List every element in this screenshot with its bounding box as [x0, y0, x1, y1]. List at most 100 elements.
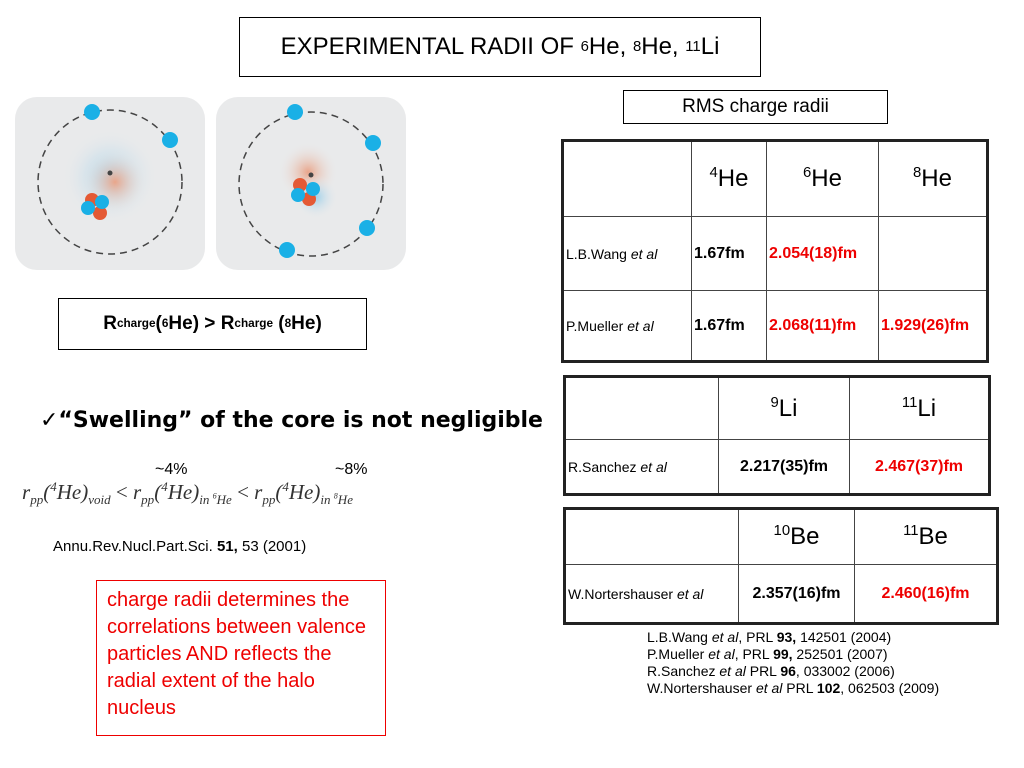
t: PRL — [782, 680, 817, 696]
slide-title: EXPERIMENTAL RADII OF 6 He, 8 He, 11 Li — [239, 17, 761, 77]
m: 11 — [901, 394, 918, 411]
s: He — [717, 165, 749, 192]
nucleus-6he-icon — [37, 104, 183, 255]
t: et al — [640, 458, 667, 475]
he8-illustration — [216, 97, 406, 270]
value: 1.67fm — [691, 216, 767, 291]
s: Be — [790, 523, 820, 550]
header-4he: 4He — [691, 140, 767, 217]
nucleus-8he-icon — [238, 104, 384, 258]
t: et al — [630, 245, 658, 262]
t: He — [167, 480, 193, 504]
reference: P.Mueller et al, PRL 99, 252501 (2007) — [647, 646, 939, 663]
header-11li: 11Li — [849, 376, 990, 440]
reference: R.Sanchez et al PRL 96, 033002 (2006) — [647, 663, 939, 680]
t: L.B.Wang — [647, 629, 712, 645]
t: , PRL — [734, 646, 774, 662]
author: L.B.Wang et al — [562, 216, 692, 291]
t: PRL — [745, 663, 781, 679]
t: Annu.Rev.Nucl.Part.Sci. — [53, 538, 217, 555]
sym: He — [168, 313, 193, 334]
s: Li — [778, 394, 798, 422]
t: 51, — [216, 538, 238, 555]
t: et al — [708, 646, 735, 662]
he6-illustration — [15, 97, 205, 270]
t: He — [288, 480, 314, 504]
m: 11 — [903, 523, 919, 539]
sym: He — [641, 33, 672, 60]
li-radii-table: 9Li 11Li R.Sanchez et al 2.217(35)fm 2.46… — [563, 375, 991, 496]
t: R.Sanchez — [647, 663, 720, 679]
r: R — [103, 313, 117, 334]
value: 2.054(18)fm — [766, 216, 879, 291]
t: < — [231, 480, 255, 504]
author: W.Nortershauser et al — [564, 564, 739, 624]
value: 2.460(16)fm — [854, 564, 998, 624]
s: Li — [917, 394, 937, 422]
reference: L.B.Wang et al, PRL 93, 142501 (2004) — [647, 629, 939, 646]
t: R.Sanchez — [568, 458, 637, 475]
pct-4: ~4% — [155, 461, 188, 478]
t: pp — [30, 492, 44, 508]
m: 9 — [770, 394, 779, 411]
header-10be: 10Be — [738, 508, 855, 565]
t: 96 — [780, 663, 796, 679]
m: 6 — [803, 165, 812, 181]
references: L.B.Wang et al, PRL 93, 142501 (2004) P.… — [647, 629, 939, 697]
citation: Annu.Rev.Nucl.Part.Sci. 51, 53 (2001) — [53, 538, 306, 555]
header-8he: 8He — [878, 140, 988, 217]
value: 2.467(37)fm — [849, 439, 990, 495]
t: , 033002 (2006) — [795, 663, 895, 679]
t: 102 — [816, 680, 841, 696]
t: 252501 (2007) — [792, 646, 888, 662]
t: 4 — [50, 479, 57, 494]
t: in — [199, 492, 213, 508]
value — [878, 216, 988, 291]
r: R — [220, 313, 235, 334]
be-radii-table: 10Be 11Be W.Nortershauser et al 2.357(16… — [563, 507, 999, 625]
header-6he: 6He — [766, 140, 879, 217]
t: in — [320, 492, 334, 508]
t: W.Nortershauser — [647, 680, 756, 696]
author: R.Sanchez et al — [564, 439, 719, 495]
header-9li: 9Li — [718, 376, 850, 440]
m: 4 — [709, 165, 718, 181]
t: et al — [719, 663, 746, 679]
t: et al — [711, 629, 739, 645]
t: void — [88, 492, 111, 508]
he-radii-table: 4He 6He 8He L.B.Wang et al 1.67fm 2.054(1… — [561, 139, 989, 363]
s: Be — [918, 523, 948, 550]
t: W.Nortershauser — [568, 585, 674, 602]
t: 93, — [776, 629, 797, 645]
reference: W.Nortershauser et al PRL 102, 062503 (2… — [647, 680, 939, 697]
sym: He — [588, 33, 620, 60]
title-text: EXPERIMENTAL RADII OF — [280, 33, 574, 60]
t: He — [56, 480, 82, 504]
m: 8 — [913, 165, 922, 181]
rms-label: RMS charge radii — [623, 90, 888, 124]
s: He — [921, 165, 952, 192]
value: 2.068(11)fm — [766, 290, 879, 362]
t: pp — [262, 492, 276, 508]
t: P.Mueller — [566, 317, 624, 334]
t: He — [216, 492, 232, 508]
t: 53 (2001) — [237, 538, 307, 555]
t: et al — [627, 317, 654, 334]
t: , 062503 (2009) — [840, 680, 940, 696]
swelling-statement: ✓“Swelling” of the core is not negligibl… — [40, 408, 543, 433]
t: 6 — [212, 491, 217, 501]
table-row: L.B.Wang et al 1.67fm 2.054(18)fm — [562, 216, 988, 291]
header-11be: 11Be — [854, 508, 998, 565]
t: He — [337, 492, 353, 508]
s: He — [811, 165, 842, 192]
core-radius-formula: rpp(4He)void < rpp(4He)in 6He < rpp(4He)… — [22, 479, 353, 508]
t: 142501 (2004) — [796, 629, 892, 645]
table-row: R.Sanchez et al 2.217(35)fm 2.467(37)fm — [564, 439, 990, 495]
t: L.B.Wang — [566, 245, 627, 262]
value: 1.67fm — [691, 290, 767, 362]
m: 10 — [773, 523, 791, 539]
value: 2.357(16)fm — [738, 564, 855, 624]
t: r — [254, 480, 263, 504]
t: 8 — [333, 491, 338, 501]
